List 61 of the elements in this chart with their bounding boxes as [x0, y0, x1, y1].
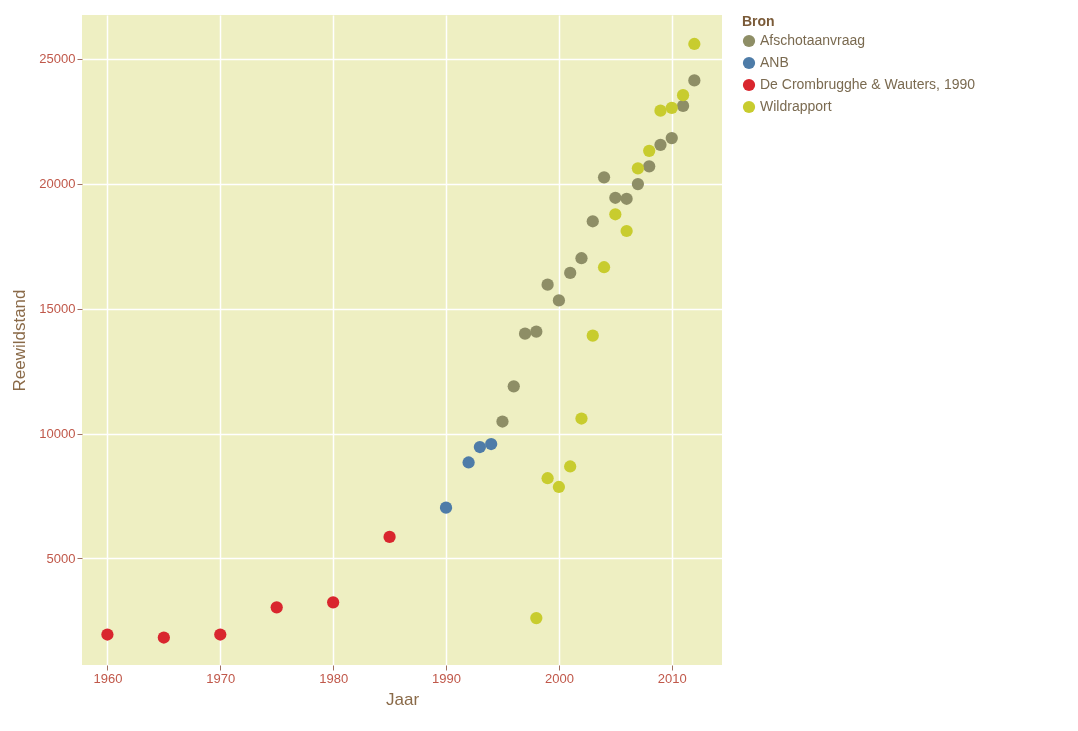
- point: [597, 171, 611, 184]
- x-tick-label: 1980: [319, 670, 349, 686]
- point: [552, 294, 566, 307]
- y-tick-label: 15000: [39, 301, 76, 317]
- point: [214, 628, 227, 641]
- legend-label: Wildrapport: [760, 98, 832, 114]
- y-axis-title: Reewildstand: [10, 289, 30, 392]
- point: [462, 456, 475, 469]
- point: [609, 191, 622, 204]
- point: [270, 601, 283, 614]
- point: [518, 327, 532, 340]
- point: [586, 215, 599, 228]
- point: [485, 437, 498, 451]
- point: [654, 104, 667, 117]
- point: [507, 380, 520, 393]
- x-tick-label: 2010: [657, 670, 687, 686]
- y-tick-label: 25000: [39, 51, 76, 67]
- point: [575, 252, 588, 265]
- point: [530, 611, 543, 625]
- x-tick-label: 2000: [544, 670, 574, 686]
- point: [473, 440, 487, 454]
- point: [676, 89, 690, 102]
- point: [688, 37, 701, 51]
- point: [631, 177, 645, 191]
- point: [575, 412, 588, 425]
- point: [688, 74, 701, 87]
- y-tick-label: 20000: [39, 176, 76, 192]
- point: [643, 160, 656, 173]
- point: [530, 325, 543, 338]
- point: [101, 628, 114, 641]
- point: [157, 631, 170, 644]
- point: [541, 278, 554, 291]
- legend-label: ANB: [760, 54, 789, 70]
- point: [383, 530, 396, 544]
- point: [439, 501, 453, 514]
- point: [665, 101, 678, 114]
- point: [496, 415, 509, 428]
- y-tick-label: 5000: [46, 550, 76, 566]
- legend-label: De Crombrugghe & Wauters, 1990: [760, 76, 976, 92]
- point: [564, 266, 577, 280]
- point: [597, 261, 611, 274]
- x-tick-label: 1970: [206, 670, 236, 686]
- point: [609, 208, 622, 221]
- point: [654, 138, 667, 151]
- point: [564, 460, 577, 473]
- point: [620, 192, 633, 205]
- x-tick-label: 1960: [93, 670, 123, 686]
- point: [665, 132, 678, 145]
- point: [643, 144, 656, 157]
- point: [327, 596, 340, 609]
- point: [620, 224, 633, 238]
- point: [586, 329, 599, 342]
- legend-label: Afschotaanvraag: [760, 32, 866, 48]
- legend-title: Bron: [742, 13, 775, 29]
- point: [552, 480, 566, 494]
- point: [676, 99, 690, 113]
- point: [631, 162, 645, 175]
- x-axis-title: Jaar: [385, 689, 420, 709]
- x-tick-label: 1990: [432, 670, 461, 686]
- y-tick-label: 10000: [39, 426, 76, 442]
- point: [541, 472, 554, 485]
